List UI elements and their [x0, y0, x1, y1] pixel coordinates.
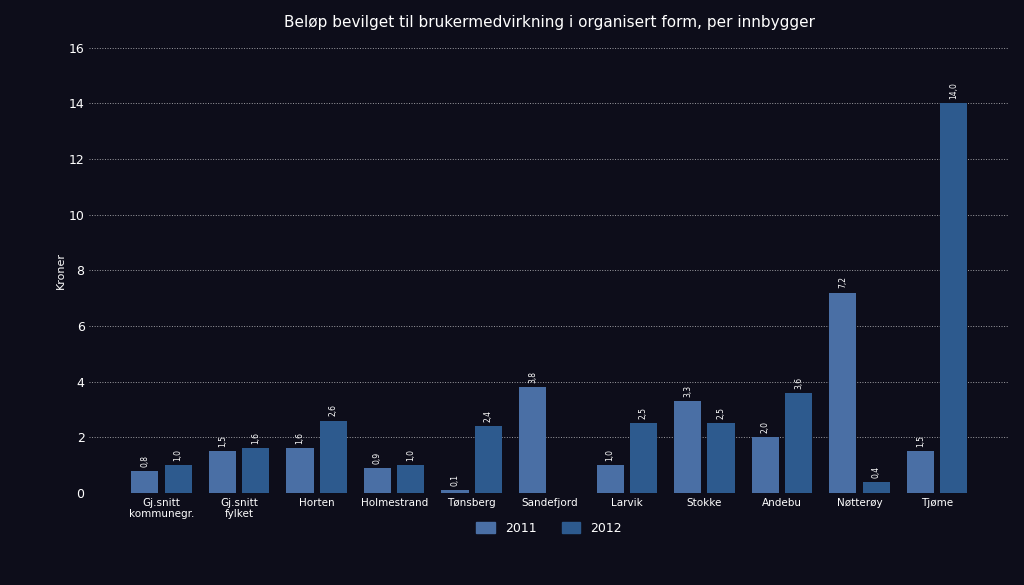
Text: 0,1: 0,1 — [451, 474, 460, 486]
Bar — [785, 393, 812, 493]
Text: 0,4: 0,4 — [871, 466, 881, 477]
Text: 2,5: 2,5 — [717, 407, 725, 419]
Legend: 2011, 2012: 2011, 2012 — [471, 517, 627, 540]
Bar — [829, 292, 856, 493]
Text: 7,2: 7,2 — [839, 277, 847, 288]
Bar — [475, 426, 502, 493]
Bar — [674, 401, 701, 493]
Bar — [519, 387, 546, 493]
Y-axis label: Kroner: Kroner — [56, 252, 66, 289]
Text: 1,5: 1,5 — [218, 435, 227, 447]
Bar — [906, 451, 934, 493]
Text: 2,6: 2,6 — [329, 404, 338, 417]
Text: 3,6: 3,6 — [794, 377, 803, 388]
Text: 2,5: 2,5 — [639, 407, 648, 419]
Bar — [630, 424, 657, 493]
Text: 0,8: 0,8 — [140, 455, 150, 466]
Bar — [131, 471, 159, 493]
Text: 1,0: 1,0 — [174, 449, 182, 461]
Text: 2,0: 2,0 — [761, 421, 770, 433]
Bar — [165, 465, 191, 493]
Bar — [441, 490, 469, 493]
Bar — [319, 421, 347, 493]
Bar — [364, 468, 391, 493]
Text: 14,0: 14,0 — [949, 82, 958, 99]
Text: 1,6: 1,6 — [296, 432, 304, 444]
Title: Beløp bevilget til brukermedvirkning i organisert form, per innbygger: Beløp bevilget til brukermedvirkning i o… — [284, 15, 815, 30]
Text: 0,9: 0,9 — [373, 452, 382, 464]
Bar — [597, 465, 624, 493]
Text: 1,0: 1,0 — [605, 449, 614, 461]
Bar — [209, 451, 236, 493]
Bar — [862, 482, 890, 493]
Text: 3,3: 3,3 — [683, 385, 692, 397]
Bar — [940, 104, 968, 493]
Bar — [708, 424, 734, 493]
Bar — [287, 449, 313, 493]
Bar — [397, 465, 424, 493]
Text: 1,0: 1,0 — [407, 449, 416, 461]
Text: 1,6: 1,6 — [251, 432, 260, 444]
Text: 3,8: 3,8 — [528, 371, 537, 383]
Bar — [752, 438, 779, 493]
Text: 2,4: 2,4 — [484, 410, 493, 422]
Bar — [242, 449, 269, 493]
Text: 1,5: 1,5 — [915, 435, 925, 447]
